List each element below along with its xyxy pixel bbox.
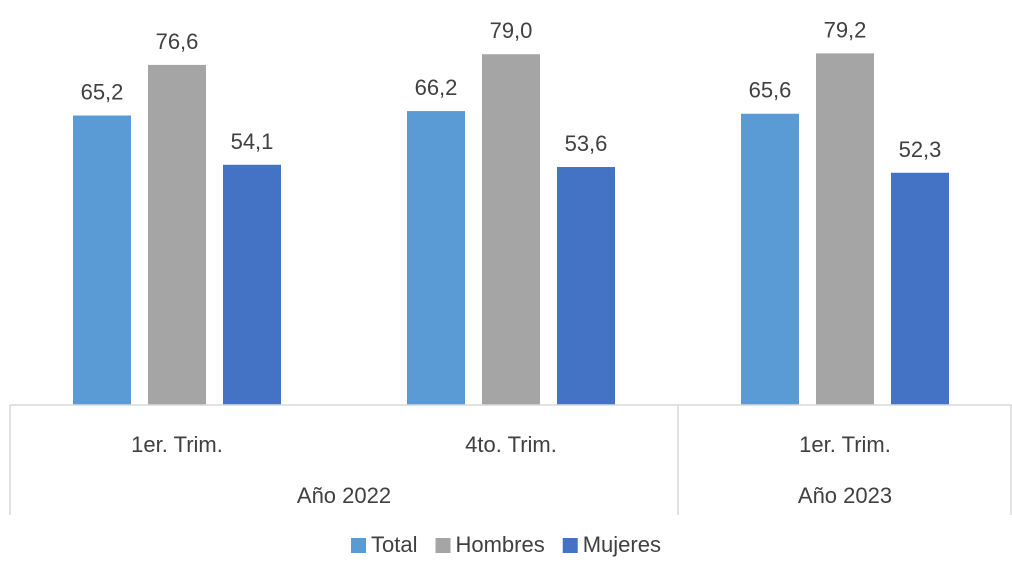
bar-hombres-2: [482, 54, 540, 406]
legend-swatch-total: [351, 538, 367, 553]
legend-label-mujeres: Mujeres: [583, 532, 661, 557]
data-labels-layer: 65,2 76,6 54,1 66,2 79,0 53,6 65,6 79,2 52,3: [81, 17, 942, 161]
group-label: Año 2023: [798, 483, 892, 508]
bar-total-2: [407, 111, 465, 406]
bar-hombres-3: [816, 53, 874, 406]
category-tick-label: 1er. Trim.: [131, 432, 223, 457]
data-label: 76,6: [156, 29, 199, 54]
category-tick-label: 1er. Trim.: [799, 432, 891, 457]
legend-swatch-hombres: [435, 538, 451, 553]
bar-total-3: [741, 113, 799, 406]
legend-label-total: Total: [371, 532, 417, 557]
data-label: 54,1: [231, 129, 274, 154]
bar-hombres-1: [148, 64, 206, 406]
legend: Total Hombres Mujeres: [351, 532, 661, 557]
legend-label-hombres: Hombres: [455, 532, 544, 557]
legend-swatch-mujeres: [562, 538, 578, 553]
data-label: 65,6: [749, 78, 792, 103]
data-label: 66,2: [415, 75, 458, 100]
bar-mujeres-1: [223, 164, 281, 405]
bar-total-1: [73, 115, 131, 406]
data-label: 65,2: [81, 80, 124, 105]
category-axis: 1er. Trim. 4to. Trim. 1er. Trim. Año 2022 Añ…: [9, 404, 1012, 515]
data-label: 53,6: [565, 131, 608, 156]
category-tick-label: 4to. Trim.: [465, 432, 557, 457]
bar-mujeres-3: [891, 172, 949, 405]
bars-layer: [73, 53, 949, 406]
data-label: 79,2: [824, 17, 867, 42]
data-label: 79,0: [490, 18, 533, 43]
bar-mujeres-2: [557, 167, 615, 405]
group-label: Año 2022: [297, 483, 391, 508]
data-label: 52,3: [899, 137, 942, 162]
